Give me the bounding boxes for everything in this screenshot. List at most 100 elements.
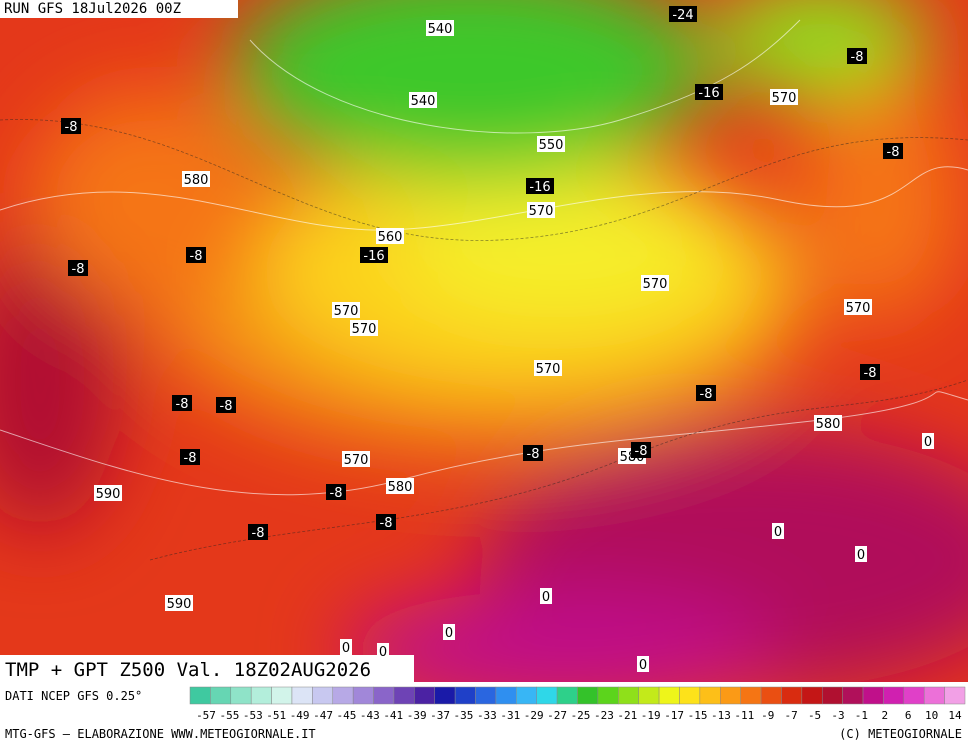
height-label-box	[922, 433, 934, 449]
height-label: 0	[857, 548, 865, 563]
color-swatch	[250, 686, 272, 705]
color-swatch	[577, 686, 599, 705]
height-label-box	[814, 415, 842, 431]
height-label: 580	[184, 173, 209, 188]
color-swatch	[883, 686, 905, 705]
height-label-box	[527, 202, 555, 218]
height-label-box	[340, 639, 352, 655]
temperature-label-box	[248, 524, 268, 540]
color-swatch	[801, 686, 823, 705]
colorbar-tick-label: -15	[688, 709, 708, 722]
temperature-label: -8	[176, 397, 189, 412]
colorbar-tick-label: -23	[594, 709, 614, 722]
temperature-label: -16	[529, 180, 550, 195]
temperature-label-box	[526, 178, 554, 194]
color-swatch	[821, 686, 843, 705]
colorbar-tick-label: -9	[761, 709, 774, 722]
map-title: TMP + GPT Z500 Val. 18Z02AUG2026	[5, 659, 371, 681]
colorbar-tick-label: -51	[266, 709, 286, 722]
temperature-label-box	[523, 445, 543, 461]
color-swatch	[862, 686, 884, 705]
height-label: 0	[342, 641, 350, 656]
height-label-box	[376, 228, 404, 244]
temperature-label-box	[883, 143, 903, 159]
header-box	[0, 0, 238, 18]
color-swatch	[230, 686, 252, 705]
temperature-label-box	[695, 84, 723, 100]
color-swatch	[393, 686, 415, 705]
color-swatch	[495, 686, 517, 705]
temperature-label: -16	[698, 86, 719, 101]
title-box	[0, 655, 414, 682]
height-label-box	[534, 360, 562, 376]
colorbar-tick-label: -41	[383, 709, 403, 722]
height-label-box	[637, 656, 649, 672]
color-swatch	[271, 686, 293, 705]
height-label-box	[165, 595, 193, 611]
color-swatch	[291, 686, 313, 705]
temperature-label-box	[186, 247, 206, 263]
height-label-box	[770, 89, 798, 105]
color-swatch	[679, 686, 701, 705]
height-label-box	[540, 588, 552, 604]
height-label-box	[342, 451, 370, 467]
source-label: DATI NCEP GFS 0.25°	[5, 689, 142, 703]
colorbar-tick-label: -17	[664, 709, 684, 722]
height-label: 0	[542, 590, 550, 605]
temperature-label-box	[376, 514, 396, 530]
color-swatch	[923, 686, 945, 705]
color-swatch	[352, 686, 374, 705]
temperature-label-box	[180, 449, 200, 465]
color-swatch	[638, 686, 660, 705]
height-label: 0	[924, 435, 932, 450]
colorbar-tick-label: -25	[571, 709, 591, 722]
colorbar-tick-label: -47	[313, 709, 333, 722]
height-label-box	[377, 643, 389, 659]
height-label: 0	[445, 626, 453, 641]
run-label: RUN GFS 18Jul2026 00Z	[4, 1, 181, 17]
temperature-label: -8	[864, 366, 877, 381]
height-label-box	[855, 546, 867, 562]
height-label: 0	[379, 645, 387, 660]
color-swatch	[312, 686, 334, 705]
temperature-label-box	[360, 247, 388, 263]
temperature-label: -8	[527, 447, 540, 462]
color-swatch	[332, 686, 354, 705]
color-swatch	[781, 686, 803, 705]
height-label: 570	[772, 91, 797, 106]
color-swatch	[556, 686, 578, 705]
temperature-label: -8	[184, 451, 197, 466]
colorbar-tick-label: -43	[360, 709, 380, 722]
temperature-label-box	[68, 260, 88, 276]
height-label-box	[386, 478, 414, 494]
height-label: 550	[539, 138, 564, 153]
temperature-label: -8	[252, 526, 265, 541]
colorbar-tick-label: 10	[925, 709, 938, 722]
height-label: 0	[774, 525, 782, 540]
height-label: 570	[536, 362, 561, 377]
height-label: 570	[344, 453, 369, 468]
temperature-label-box	[61, 118, 81, 134]
colorbar-tick-label: -3	[831, 709, 844, 722]
credit-label: MTG-GFS — ELABORAZIONE WWW.METEOGIORNALE…	[5, 727, 316, 741]
height-label: 570	[529, 204, 554, 219]
temperature-label: -8	[635, 444, 648, 459]
map-field	[0, 0, 968, 710]
height-label-box	[537, 136, 565, 152]
height-label: 570	[846, 301, 871, 316]
temperature-label: -24	[672, 8, 693, 23]
height-label-box	[94, 485, 122, 501]
height-label-box	[409, 92, 437, 108]
height-label: 580	[816, 417, 841, 432]
colorbar-tick-label: 14	[948, 709, 962, 722]
colorbar-tick-label: -37	[430, 709, 450, 722]
temperature-label: -8	[65, 120, 78, 135]
height-label: 560	[378, 230, 403, 245]
height-label: 540	[428, 22, 453, 37]
colorbar-tick-label: -1	[855, 709, 868, 722]
temperature-label: -8	[887, 145, 900, 160]
colorbar-tick-label: -27	[547, 709, 567, 722]
colorbar-tick-label: -11	[734, 709, 754, 722]
colorbar-tick-label: 2	[881, 709, 888, 722]
